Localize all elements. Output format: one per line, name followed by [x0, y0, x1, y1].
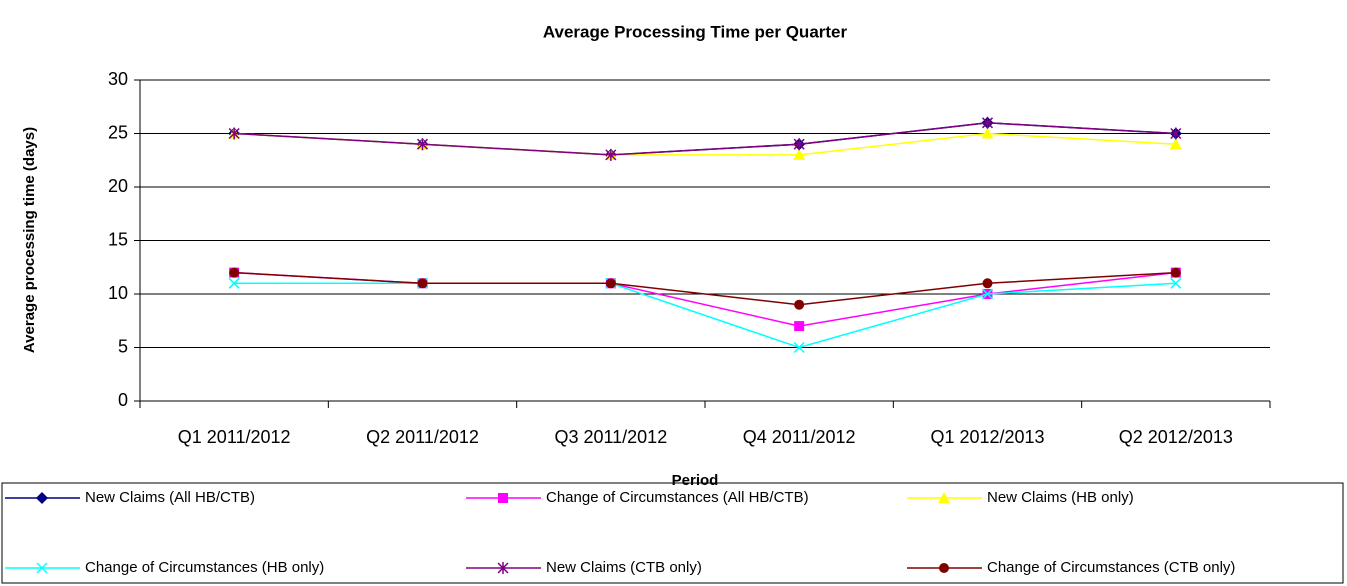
- marker: [416, 138, 429, 151]
- marker: [981, 288, 994, 300]
- legend-box: [1, 482, 1344, 584]
- legend-label: New Claims (HB only): [987, 489, 1134, 506]
- y-tick-label: 0: [118, 390, 128, 410]
- marker: [1170, 267, 1181, 278]
- x-tick-label: Q2 2012/2013: [1119, 427, 1233, 447]
- series-line: [234, 122, 1176, 156]
- marker: [793, 341, 805, 354]
- chart-title: Average Processing Time per Quarter: [543, 22, 848, 41]
- marker: [793, 138, 805, 151]
- marker: [981, 127, 994, 139]
- legend-label: Change of Circumstances (HB only): [85, 559, 324, 576]
- y-tick-label: 30: [108, 69, 128, 89]
- x-tick-label: Q1 2011/2012: [178, 427, 291, 447]
- marker: [1170, 127, 1182, 140]
- marker: [229, 267, 240, 278]
- series-line: [234, 271, 1176, 306]
- marker: [793, 148, 806, 160]
- legend-label: Change of Circumstances (CTB only): [987, 559, 1235, 576]
- marker: [1169, 138, 1182, 150]
- marker: [605, 148, 617, 161]
- marker: [794, 321, 805, 332]
- x-tick-label: Q3 2011/2012: [554, 427, 667, 447]
- y-tick-label: 10: [108, 283, 128, 303]
- legend-label: Change of Circumstances (All HB/CTB): [546, 489, 809, 506]
- y-tick-label: 25: [108, 122, 128, 142]
- legend-label: New Claims (All HB/CTB): [85, 489, 255, 506]
- y-tick-label: 15: [108, 229, 128, 249]
- marker: [982, 278, 993, 289]
- series-line: [234, 132, 1176, 156]
- marker: [498, 493, 508, 503]
- x-tick-label: Q4 2011/2012: [743, 427, 856, 447]
- marker: [794, 299, 805, 310]
- marker: [605, 278, 616, 289]
- y-tick-label: 5: [118, 336, 128, 356]
- legend-label: New Claims (CTB only): [546, 559, 702, 576]
- marker: [228, 127, 240, 140]
- x-tick-label: Q1 2012/2013: [930, 427, 1044, 447]
- marker: [1170, 277, 1182, 289]
- marker: [938, 492, 950, 503]
- series-line: [234, 282, 1176, 349]
- marker: [939, 563, 949, 573]
- marker: [417, 278, 428, 289]
- marker: [981, 116, 994, 129]
- x-axis-title: Period: [672, 472, 719, 489]
- marker: [497, 562, 509, 574]
- y-tick-label: 20: [108, 176, 128, 196]
- marker: [36, 492, 48, 504]
- marker: [36, 562, 48, 574]
- marker: [228, 277, 240, 289]
- y-axis-title: Average processing time (days): [21, 127, 38, 353]
- x-tick-label: Q2 2011/2012: [366, 427, 479, 447]
